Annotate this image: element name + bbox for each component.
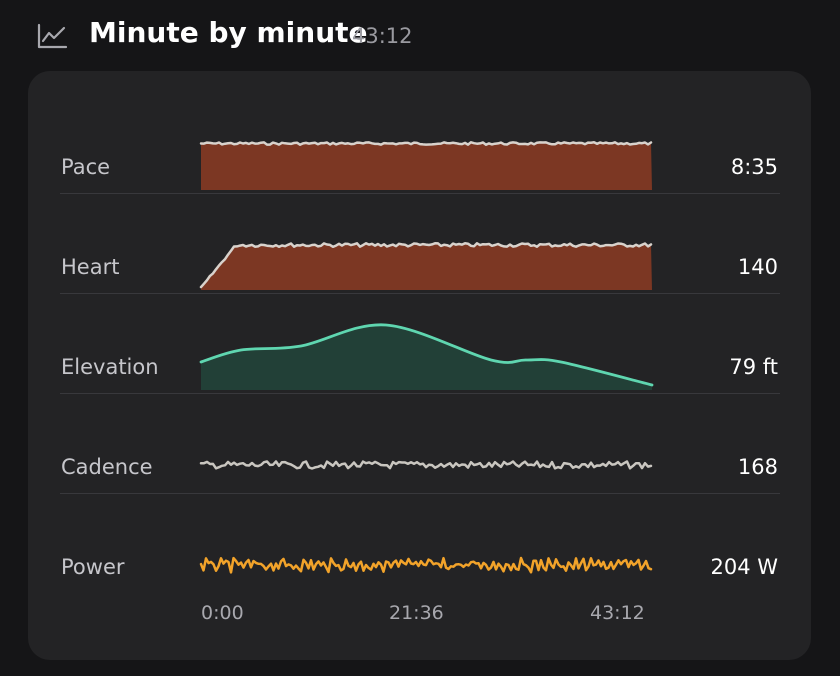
elevation-chart: [199, 323, 654, 390]
metric-row-cadence[interactable]: Cadence 168: [28, 394, 811, 494]
cadence-line: [199, 460, 653, 470]
metrics-card: Pace 8:35 Heart 140 Elevation 79 ft Cade…: [28, 71, 811, 660]
metric-value: 8:35: [730, 155, 778, 179]
elevation-area: [201, 324, 652, 390]
metric-value: 168: [737, 455, 778, 479]
elevation-line: [199, 323, 654, 387]
power-line: [199, 556, 653, 574]
metric-value: 204 W: [710, 555, 778, 579]
heart-line: [199, 242, 653, 289]
metric-label: Pace: [61, 155, 111, 179]
metric-label: Elevation: [61, 355, 159, 379]
metric-value: 140: [737, 255, 778, 279]
x-axis-mid-label: 21:36: [389, 602, 444, 624]
x-axis-start-label: 0:00: [201, 602, 244, 624]
row-divider: [60, 393, 780, 394]
metric-row-power[interactable]: Power 204 W: [28, 494, 811, 594]
x-axis-end-label: 43:12: [590, 602, 645, 624]
heart-area: [201, 243, 652, 290]
section-title: Minute by minute: [89, 16, 368, 49]
line-chart-icon: [37, 23, 68, 49]
pace-area: [201, 142, 652, 190]
row-divider: [60, 193, 780, 194]
cadence-chart: [199, 460, 653, 470]
pace-chart: [199, 141, 653, 190]
section-header: Minute by minute 43:12: [0, 0, 840, 70]
power-chart: [199, 556, 653, 574]
metric-row-elevation[interactable]: Elevation 79 ft: [28, 294, 811, 394]
metric-row-heart[interactable]: Heart 140: [28, 194, 811, 294]
heart-chart: [199, 242, 653, 290]
row-divider: [60, 493, 780, 494]
metric-label: Heart: [61, 255, 120, 279]
metric-label: Cadence: [61, 455, 153, 479]
row-divider: [60, 293, 780, 294]
metric-label: Power: [61, 555, 125, 579]
pace-line: [199, 141, 653, 146]
metric-row-pace[interactable]: Pace 8:35: [28, 94, 811, 194]
metric-value: 79 ft: [729, 355, 778, 379]
activity-duration: 43:12: [352, 24, 413, 48]
